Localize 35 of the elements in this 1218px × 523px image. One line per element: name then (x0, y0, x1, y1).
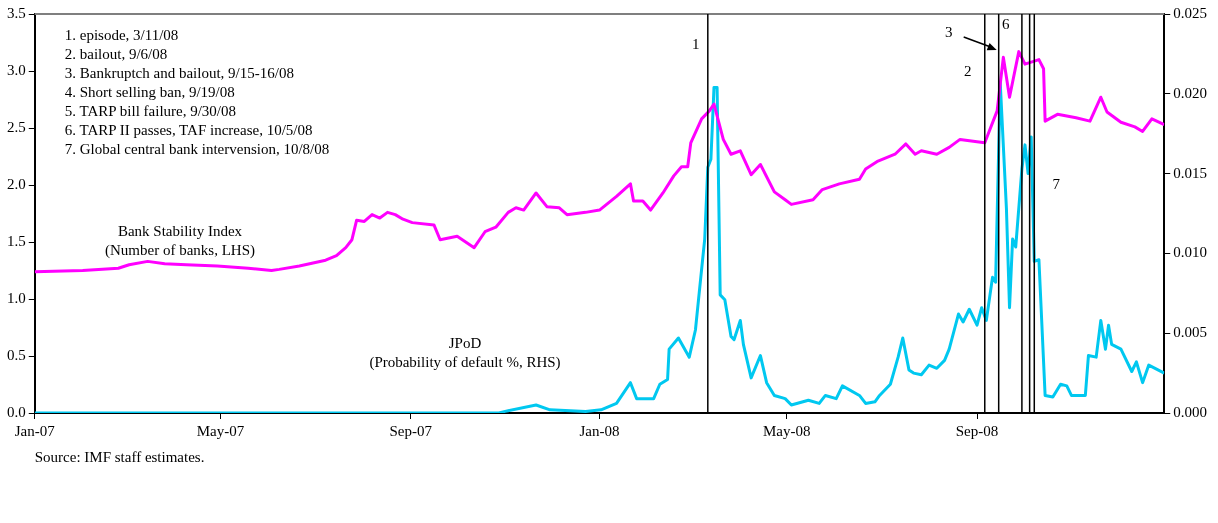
annotation: 3. Bankruptch and bailout, 9/15-16/08 (64, 64, 294, 83)
annotation: 7. Global central bank intervension, 10/8/08 (64, 140, 330, 159)
ref-line-label: 7 (1052, 175, 1061, 192)
y2-tick-label: 0.025 (1173, 4, 1207, 21)
y-tick-label: 0.0 (7, 403, 26, 420)
y2-tick-label: 0.015 (1173, 164, 1207, 181)
annotation: 6. TARP II passes, TAF increase, 10/5/08 (64, 121, 313, 140)
y-tick-label: 1.0 (7, 289, 26, 306)
x-tick-label: Sep-08 (955, 422, 999, 439)
ref-line-label: 6 (1001, 15, 1010, 32)
y-tick-label: 2.0 (7, 175, 26, 192)
ref-line-label: 1 (692, 35, 700, 52)
series-label: Bank Stability Index (Number of banks, LHS) (105, 222, 255, 260)
x-tick-label: May-08 (762, 422, 811, 439)
y-tick-label: 2.5 (7, 118, 26, 135)
y-tick-label: 0.5 (7, 346, 26, 363)
y-tick-label: 3.5 (7, 4, 26, 21)
source-note: Source: IMF staff estimates. (34, 448, 205, 467)
x-tick-label: Sep-07 (389, 422, 433, 439)
ref-line-label: 3 (944, 23, 953, 40)
y-tick-label: 1.5 (7, 232, 26, 249)
y2-tick-label: 0.005 (1173, 324, 1207, 341)
annotation: 1. episode, 3/11/08 (64, 26, 179, 45)
y2-tick-label: 0.000 (1173, 403, 1207, 420)
y-tick-label: 3.0 (7, 61, 26, 78)
annotation: 5. TARP bill failure, 9/30/08 (64, 102, 237, 121)
annotation: 2. bailout, 9/6/08 (64, 45, 168, 64)
x-tick-label: Jan-07 (14, 422, 56, 439)
y2-tick-label: 0.020 (1173, 84, 1207, 101)
y2-tick-label: 0.010 (1173, 244, 1207, 261)
annotation: 4. Short selling ban, 9/19/08 (64, 83, 235, 102)
ref-line-label: 2 (964, 62, 972, 79)
text: JPoD (Probability of default %, RHS) (369, 334, 561, 372)
x-tick-label: Jan-08 (579, 422, 620, 439)
x-tick-label: May-07 (196, 422, 245, 439)
